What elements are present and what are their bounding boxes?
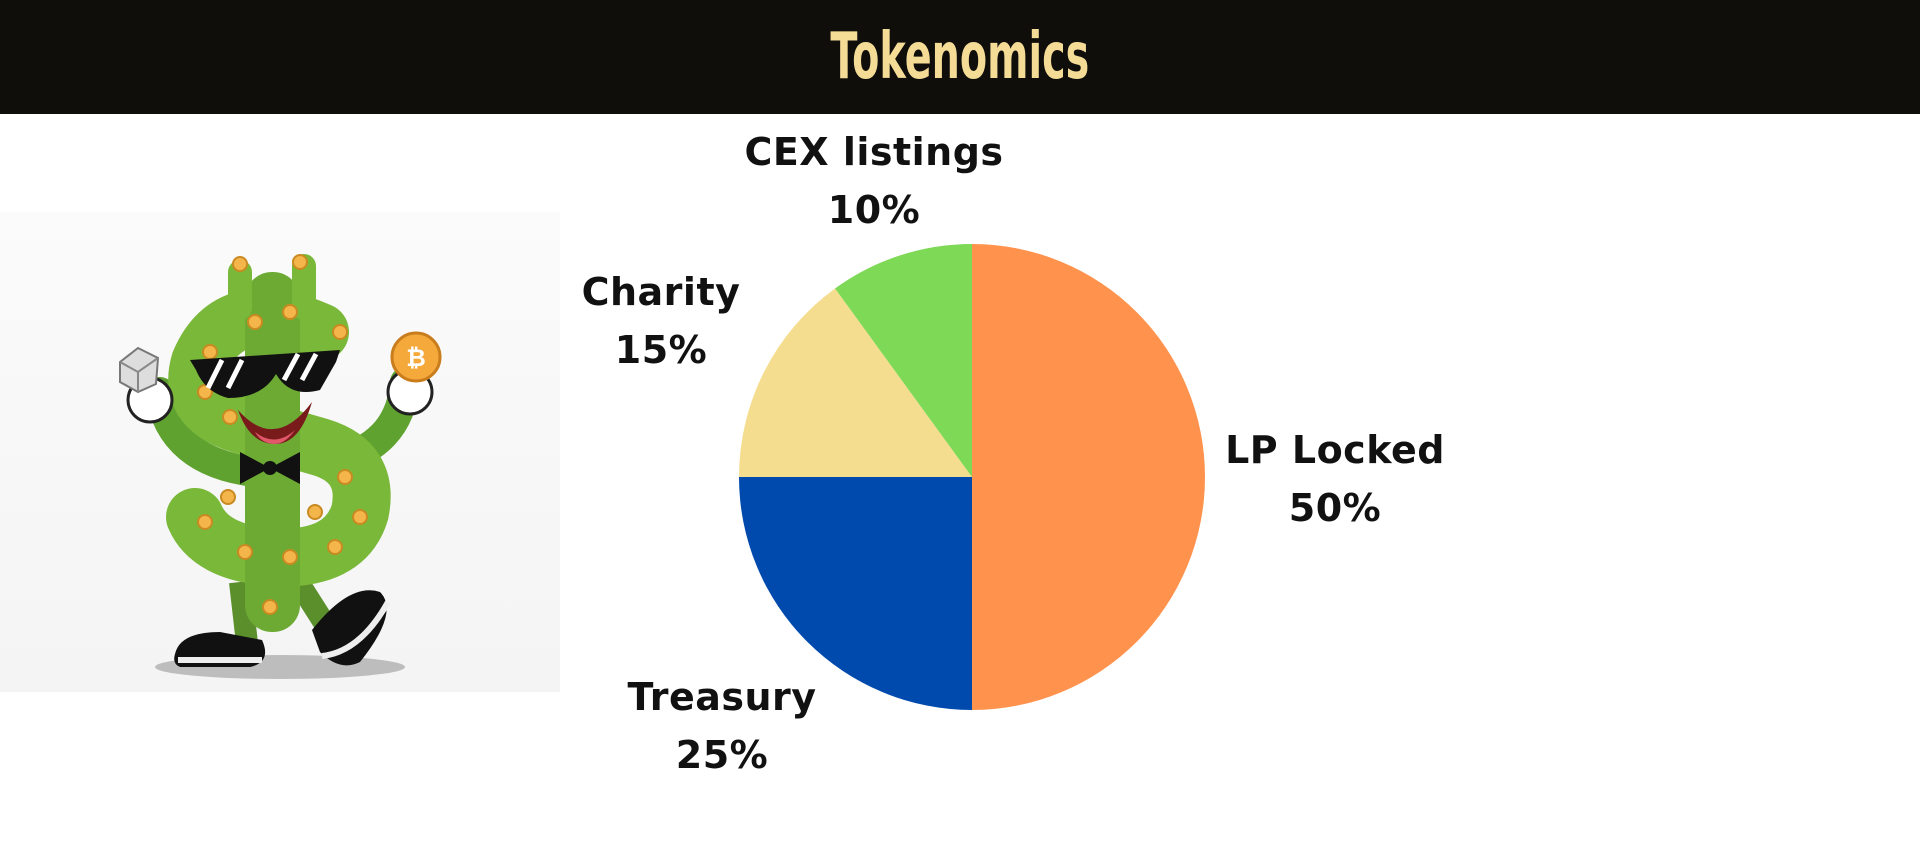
pie-label-treasury: Treasury 25% — [627, 668, 816, 784]
pie-label-name-cex-listings: CEX listings — [744, 130, 1004, 174]
cactus-mascot-icon: ₿ — [0, 212, 560, 692]
cactus-mascot-illustration: ₿ — [119, 254, 442, 679]
header-bar: Tokenomics — [0, 0, 1920, 114]
svg-text:₿: ₿ — [406, 344, 426, 372]
pie-label-value-cex-listings: 10% — [827, 188, 921, 232]
pie-slice-charity — [739, 288, 972, 477]
page-title: Tokenomics — [830, 20, 1090, 94]
tokenomics-pie-chart — [739, 244, 1205, 710]
pie-label-lp-locked: LP Locked 50% — [1225, 421, 1445, 537]
pie-slice-cex-listings — [835, 244, 972, 477]
pie-label-value-charity: 15% — [614, 328, 708, 372]
pie-label-name-treasury: Treasury — [627, 675, 817, 719]
pie-label-value-lp-locked: 50% — [1288, 486, 1382, 530]
pie-label-charity: Charity 15% — [582, 263, 741, 379]
pie-label-cex-listings: CEX listings 10% — [744, 123, 1003, 239]
pie-label-name-charity: Charity — [581, 270, 741, 314]
pie-label-value-treasury: 25% — [675, 733, 769, 777]
pie-label-name-lp-locked: LP Locked — [1225, 428, 1445, 472]
pie-slice-treasury — [739, 477, 972, 710]
pie-slice-lp-locked — [972, 244, 1205, 710]
